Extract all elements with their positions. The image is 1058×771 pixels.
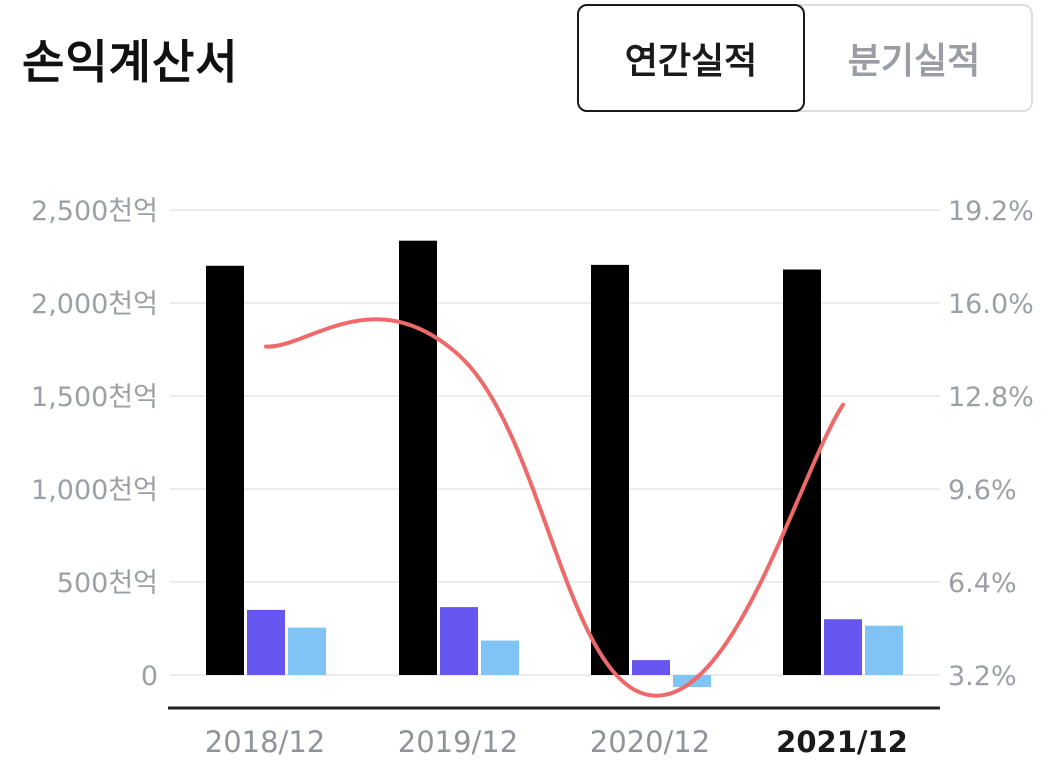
bar-series-2-2020-12 [632, 660, 670, 675]
y-right-tick-label: 6.4% [948, 568, 1017, 599]
bar-series-2-2021-12 [824, 619, 862, 675]
y-left-tick-label: 1,500천억 [31, 382, 158, 413]
y-left-tick-label: 1,000천억 [31, 475, 158, 506]
bar-series-2-2018-12 [247, 609, 285, 675]
bar-series-1-2020-12 [591, 264, 629, 675]
bar-series-1-2021-12 [783, 269, 821, 675]
y-right-tick-label: 9.6% [948, 475, 1017, 506]
y-right-tick-label: 3.2% [948, 661, 1017, 692]
y-left-tick-label: 2,500천억 [31, 196, 158, 227]
x-tick-label: 2021/12 [776, 725, 908, 759]
y-left-tick-label: 2,000천억 [31, 289, 158, 320]
bar-series-3-2021-12 [865, 625, 903, 675]
y-left-tick-label: 0 [141, 661, 158, 692]
bar-series-3-2019-12 [481, 640, 519, 675]
period-toggle: 분기실적 연간실적 [577, 4, 1033, 112]
line-series-1 [264, 317, 845, 698]
y-right-tick-label: 12.8% [948, 382, 1034, 413]
y-left-tick-label: 500천억 [57, 568, 158, 599]
y-right-tick-label: 19.2% [948, 196, 1034, 227]
x-tick-label: 2018/12 [205, 725, 325, 759]
bar-series-3-2018-12 [288, 627, 326, 675]
y-right-tick-label: 16.0% [948, 289, 1034, 320]
bar-series-1-2018-12 [206, 265, 244, 675]
x-tick-label: 2020/12 [590, 725, 710, 759]
x-tick-label: 2019/12 [398, 725, 518, 759]
bar-series-1-2019-12 [399, 240, 437, 675]
tab-quarterly[interactable]: 분기실적 [797, 4, 1033, 112]
page-title: 손익계산서 [22, 35, 239, 89]
tab-annual[interactable]: 연간실적 [577, 4, 805, 112]
bar-series-2-2019-12 [440, 607, 478, 675]
